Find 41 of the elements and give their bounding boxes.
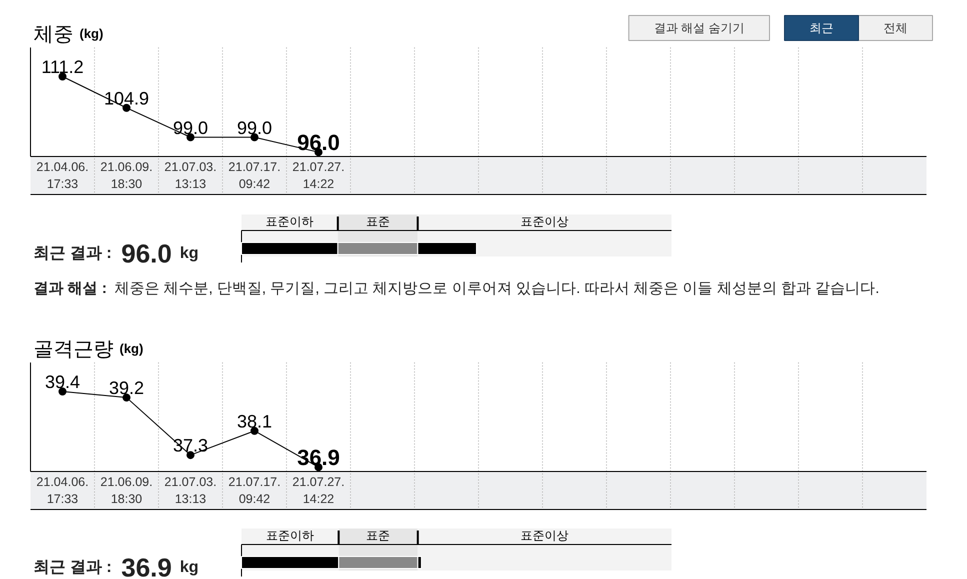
text: kg bbox=[180, 559, 199, 576]
data-label: 99.0 bbox=[236, 118, 272, 138]
data-label: 39.4 bbox=[44, 372, 80, 392]
band-label: 표준 bbox=[366, 214, 390, 228]
y-axis-title: (kg) bbox=[120, 341, 144, 356]
x-tick-label: 21.06.09. 18:30 bbox=[100, 475, 153, 506]
chart-title: 체중 bbox=[34, 24, 74, 46]
band-label: 표준이하 bbox=[266, 214, 314, 228]
y-axis-title: (kg) bbox=[80, 26, 104, 41]
band-label: 표준이상 bbox=[520, 528, 569, 542]
x-tick-label: 21.07.03. 13:13 bbox=[164, 475, 217, 506]
x-tick-label: 21.04.06. 17:33 bbox=[36, 160, 89, 191]
point bbox=[58, 72, 66, 80]
x-tick-label: 21.06.09. 18:30 bbox=[100, 160, 153, 191]
x-tick-label: 21.07.27. 14:22 bbox=[292, 160, 345, 191]
y-axis-title: 최근 결과 : bbox=[34, 245, 112, 262]
data-label: 104.9 bbox=[104, 88, 150, 108]
x-tick-label: 21.07.27. 14:22 bbox=[292, 475, 345, 506]
data-label: 38.1 bbox=[236, 411, 272, 432]
text: 36.9 bbox=[121, 552, 172, 579]
text: 최근 bbox=[810, 21, 834, 35]
chart-title: 골격근량 bbox=[34, 338, 114, 360]
x-tick-label: 21.04.06. 17:33 bbox=[36, 475, 89, 506]
data-label: 96.0 bbox=[297, 130, 340, 156]
data-label: 111.2 bbox=[41, 57, 84, 77]
band-label: 표준 bbox=[366, 528, 390, 542]
text: 전체 bbox=[884, 21, 908, 35]
text: kg bbox=[180, 245, 199, 262]
data-label: 39.2 bbox=[108, 378, 144, 398]
text: 결과 해설 숨기기 bbox=[654, 21, 744, 35]
band-label: 표준이하 bbox=[266, 528, 314, 542]
x-tick-label: 21.07.17. 09:42 bbox=[228, 475, 281, 506]
data-label: 99.0 bbox=[172, 118, 208, 138]
text: 96.0 bbox=[121, 238, 172, 268]
band-label: 표준이상 bbox=[520, 214, 569, 228]
y-axis-title: 최근 결과 : bbox=[34, 559, 112, 576]
x-tick-label: 21.07.17. 09:42 bbox=[228, 160, 281, 191]
text: 체중은 체수분, 단백질, 무기질, 그리고 체지방으로 이루어져 있습니다. 따라서 체중은 이들 체성분의 합과 같습니다. bbox=[114, 280, 880, 297]
data-label: 36.9 bbox=[297, 445, 340, 470]
x-tick-label: 21.07.03. 13:13 bbox=[164, 160, 217, 191]
text: 결과 해설 : bbox=[34, 280, 107, 297]
